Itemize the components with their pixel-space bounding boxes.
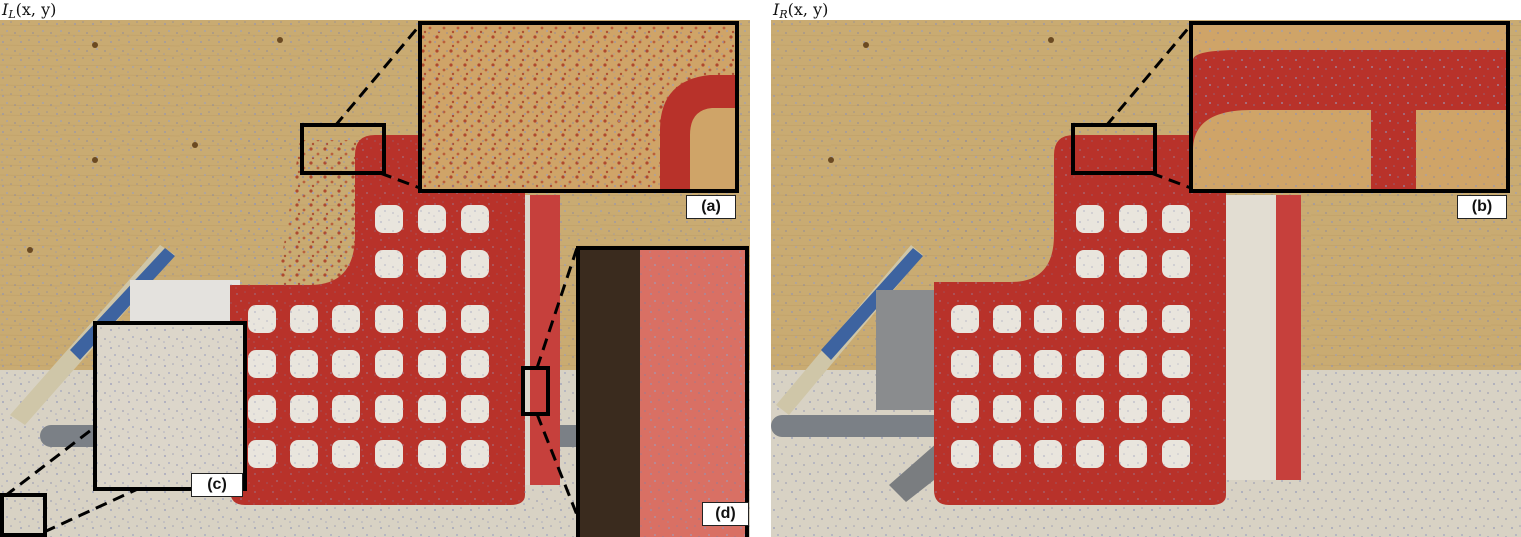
roi-d-box bbox=[521, 366, 550, 416]
red-basket bbox=[230, 135, 525, 505]
zoom-inset-c bbox=[93, 321, 247, 491]
zoom-inset-a bbox=[418, 21, 739, 193]
roi-c-box bbox=[0, 493, 47, 537]
zoom-inset-b bbox=[1189, 21, 1510, 193]
zoom-label-a: (a) bbox=[686, 195, 736, 219]
right-image-title: IR(x, y) bbox=[773, 0, 829, 22]
left-image-title: IL(x, y) bbox=[2, 0, 57, 22]
zoom-inset-d bbox=[576, 246, 749, 537]
red-basket bbox=[934, 135, 1226, 505]
zoom-label-d: (d) bbox=[702, 502, 749, 526]
zoom-label-c: (c) bbox=[191, 473, 243, 497]
right-stereo-image: (b) bbox=[771, 20, 1521, 537]
roi-a-box bbox=[300, 123, 386, 175]
roi-b-box bbox=[1071, 123, 1157, 175]
left-stereo-image: (a) (c) (d) bbox=[0, 20, 750, 537]
zoom-label-b: (b) bbox=[1457, 195, 1507, 219]
